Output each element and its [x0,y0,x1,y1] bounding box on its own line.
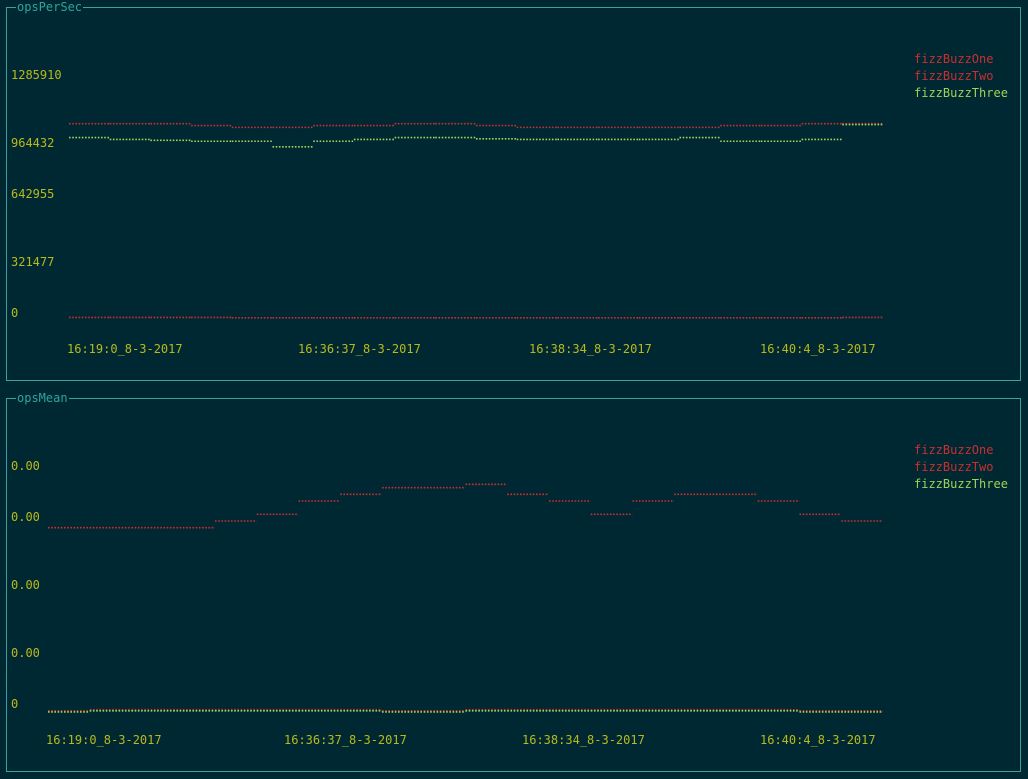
x-tick-label: 16:36:37_8-3-2017 [284,733,407,747]
y-tick-label: 642955 [11,187,54,201]
y-tick-label: 0.00 [11,646,40,660]
y-tick-label: 0 [11,306,18,320]
y-tick-label: 0.00 [11,578,40,592]
ops-per-sec-title: opsPerSec [16,0,84,14]
ops-per-sec-panel: opsPerSec 1285910 964432 642955 321477 0 16:1… [6,0,1021,381]
x-tick-label: 16:40:4_8-3-2017 [760,342,876,356]
x-tick-label: 16:38:34_8-3-2017 [529,342,652,356]
x-tick-label: 16:38:34_8-3-2017 [522,733,645,747]
y-tick-label: 321477 [11,255,54,269]
ops-mean-chart: 0.00 0.00 0.00 0.00 0 16:19:0_8-3-2017 16:36:3… [11,443,1008,747]
legend-entry: fizzBuzzTwo [914,69,993,83]
series-line [48,709,883,713]
y-tick-label: 1285910 [11,68,62,82]
series-line [48,483,883,529]
x-tick-label: 16:36:37_8-3-2017 [298,342,421,356]
y-tick-label: 0 [11,697,18,711]
x-tick-label: 16:40:4_8-3-2017 [760,733,876,747]
legend-entry: fizzBuzzThree [914,477,1008,491]
legend-entry: fizzBuzzTwo [914,460,993,474]
ops-mean-panel: opsMean 0.00 0.00 0.00 0.00 0 16:19:0_8-3-201… [6,391,1021,772]
x-tick-label: 16:19:0_8-3-2017 [46,733,162,747]
y-tick-label: 0.00 [11,459,40,473]
series-line [48,708,883,712]
legend-entry: fizzBuzzThree [914,86,1008,100]
ops-mean-title: opsMean [16,391,69,405]
series-line [69,122,883,129]
y-tick-label: 964432 [11,136,54,150]
series-line [69,123,883,148]
ops-per-sec-chart: 1285910 964432 642955 321477 0 16:19:0_8-3-20… [11,52,1008,356]
legend-entry: fizzBuzzOne [914,52,993,66]
y-tick-label: 0.00 [11,510,40,524]
legend-entry: fizzBuzzOne [914,443,993,457]
x-tick-label: 16:19:0_8-3-2017 [67,342,183,356]
